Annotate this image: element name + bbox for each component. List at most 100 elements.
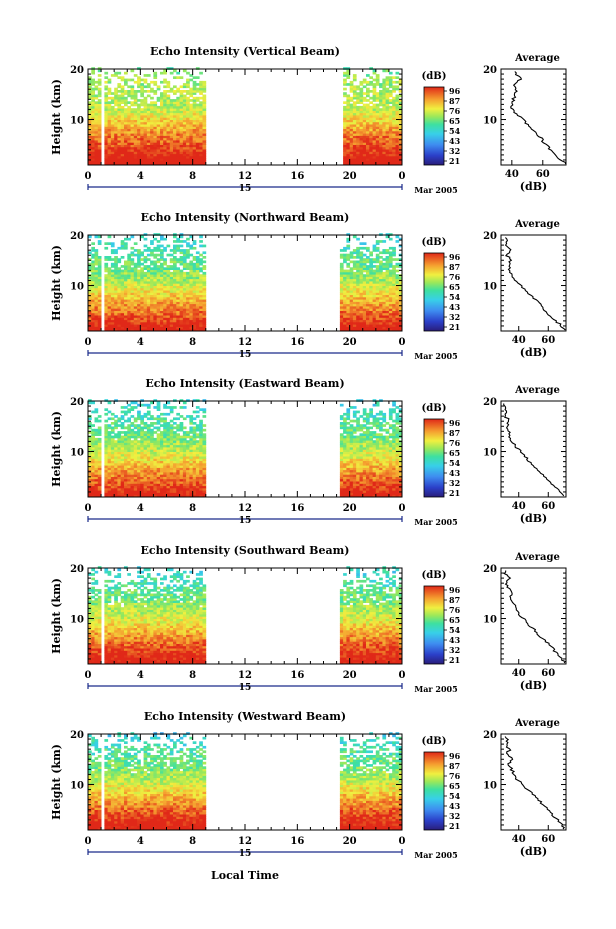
heatmap-cell — [156, 276, 161, 280]
heatmap-cell — [395, 137, 400, 141]
heatmap-cell — [398, 124, 403, 127]
heatmap-cell — [359, 140, 364, 143]
heatmap-cell — [143, 237, 148, 241]
heatmap-cell — [349, 144, 354, 148]
heatmap-cell — [137, 265, 141, 268]
heatmap-cell — [130, 140, 135, 143]
heatmap-cell — [143, 469, 148, 473]
heatmap-cell — [104, 146, 109, 150]
heatmap-cell — [199, 124, 203, 127]
heatmap-cell — [385, 160, 390, 164]
heatmap-cell — [120, 462, 125, 466]
heatmap-cell — [97, 290, 102, 293]
heatmap-cell — [120, 256, 125, 259]
heatmap-cell — [166, 317, 171, 321]
heatmap-cell — [176, 249, 180, 252]
heatmap-cell — [91, 242, 95, 245]
heatmap-cell — [137, 415, 141, 418]
heatmap-cell — [94, 153, 99, 157]
heatmap-cell — [202, 94, 207, 98]
heatmap-cell — [163, 112, 167, 116]
heatmap-cell — [150, 440, 154, 443]
heatmap-cell — [199, 324, 203, 327]
heatmap-cell — [166, 319, 171, 323]
heatmap-cell — [169, 162, 174, 166]
heatmap-cell — [182, 115, 187, 118]
heatmap-cell — [133, 142, 138, 145]
heatmap-cell — [388, 149, 393, 152]
heatmap-cell — [114, 149, 118, 152]
heatmap-cell — [163, 449, 167, 452]
heatmap-cell — [104, 130, 109, 134]
heatmap-cell — [130, 490, 135, 493]
heatmap-cell — [133, 126, 138, 129]
heatmap-cell — [163, 258, 167, 261]
heatmap-cell — [189, 135, 194, 139]
heatmap-cell — [88, 422, 92, 425]
heatmap-cell — [133, 80, 138, 84]
heatmap-cell — [202, 142, 207, 145]
heatmap-cell — [392, 326, 396, 330]
heatmap-cell — [88, 478, 92, 482]
heatmap-cell — [137, 483, 141, 487]
heatmap-cell — [339, 253, 344, 257]
heatmap-cell — [166, 447, 171, 450]
heatmap-cell — [140, 306, 144, 309]
heatmap-cell — [346, 83, 351, 86]
heatmap-cell — [97, 149, 102, 152]
heatmap-cell — [346, 292, 351, 295]
heatmap-cell — [359, 162, 364, 166]
heatmap-cell — [94, 456, 99, 459]
heatmap-cell — [189, 294, 194, 298]
heatmap-cell — [124, 317, 128, 321]
heatmap-cell — [156, 126, 161, 129]
heatmap-cell — [179, 99, 184, 102]
heatmap-cell — [366, 285, 370, 289]
heatmap-cell — [186, 278, 190, 282]
heatmap-cell — [192, 294, 197, 298]
heatmap-cell — [163, 472, 167, 475]
heatmap-cell — [398, 244, 403, 248]
heatmap-cell — [91, 328, 95, 332]
heatmap-cell — [169, 472, 174, 475]
heatmap-cell — [202, 287, 207, 291]
heatmap-cell — [110, 105, 115, 109]
heatmap-cell — [379, 142, 383, 145]
heatmap-cell — [343, 283, 347, 286]
heatmap-cell — [104, 408, 109, 411]
heatmap-cell — [117, 151, 122, 155]
heatmap-cell — [88, 417, 92, 421]
heatmap-cell — [91, 162, 95, 166]
heatmap-cell — [150, 462, 154, 466]
heatmap-cell — [388, 246, 393, 250]
heatmap-cell — [124, 308, 128, 311]
heatmap-cell — [359, 312, 364, 316]
heatmap-cell — [133, 406, 138, 409]
heatmap-cell — [369, 321, 373, 325]
heatmap-cell — [94, 417, 99, 421]
heatmap-cell — [156, 462, 161, 466]
heatmap-cell — [199, 80, 203, 84]
heatmap-cell — [382, 287, 387, 291]
heatmap-cell — [114, 92, 118, 95]
heatmap-cell — [362, 126, 367, 129]
heatmap-cell — [124, 237, 128, 241]
heatmap-cell — [192, 240, 197, 243]
heatmap-cell — [117, 460, 122, 464]
heatmap-cell — [91, 121, 95, 125]
heatmap-cell — [94, 287, 99, 291]
heatmap-cell — [133, 462, 138, 466]
heatmap-cell — [124, 456, 128, 459]
heatmap-cell — [94, 319, 99, 323]
heatmap-cell — [160, 269, 164, 273]
heatmap-cell — [199, 103, 203, 107]
heatmap-cell — [395, 310, 400, 314]
heatmap-cell — [120, 117, 125, 120]
heatmap-cell — [153, 124, 158, 127]
heatmap-cell — [107, 130, 112, 134]
heatmap-cell — [379, 319, 383, 323]
heatmap-cell — [146, 426, 151, 430]
heatmap-cell — [169, 151, 174, 155]
heatmap-cell — [179, 269, 184, 273]
heatmap-cell — [150, 101, 154, 104]
